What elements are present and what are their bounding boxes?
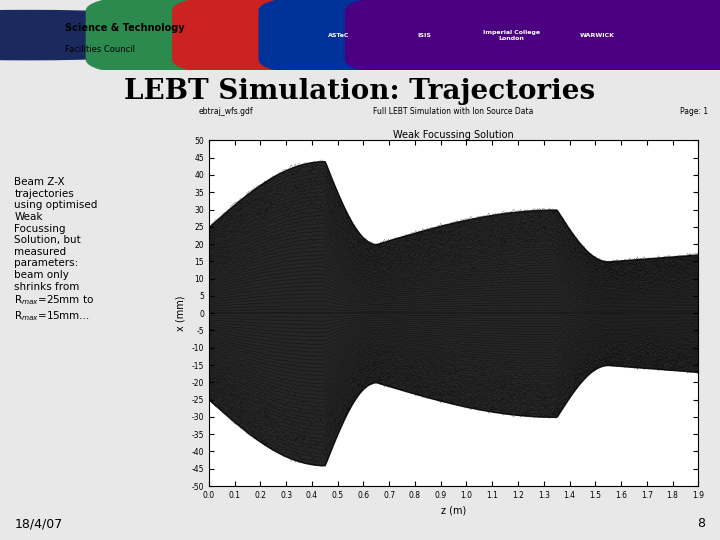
Text: 18/4/07: 18/4/07	[14, 517, 63, 530]
FancyBboxPatch shape	[86, 0, 590, 80]
Text: ISIS: ISIS	[418, 32, 432, 38]
Circle shape	[0, 10, 281, 60]
Text: LEBT Simulation: Trajectories: LEBT Simulation: Trajectories	[125, 78, 595, 105]
FancyBboxPatch shape	[346, 0, 720, 80]
Text: 8: 8	[698, 517, 706, 530]
FancyBboxPatch shape	[173, 0, 677, 80]
Text: Beam Z-X
trajectories
using optimised
Weak
Focussing
Solution, but
measured
para: Beam Z-X trajectories using optimised We…	[14, 177, 98, 323]
Text: Imperial College
London: Imperial College London	[482, 30, 540, 40]
Text: Page: 1: Page: 1	[680, 107, 708, 116]
Text: ASTeC: ASTeC	[328, 32, 349, 38]
Text: WARWICK: WARWICK	[580, 32, 615, 38]
FancyBboxPatch shape	[259, 0, 720, 80]
Text: Full LEBT Simulation with Ion Source Data: Full LEBT Simulation with Ion Source Dat…	[374, 107, 534, 116]
X-axis label: z (m): z (m)	[441, 505, 467, 515]
Title: Weak Focussing Solution: Weak Focussing Solution	[393, 130, 514, 140]
Text: Facilities Council: Facilities Council	[65, 45, 135, 53]
Text: Science & Technology: Science & Technology	[65, 23, 184, 33]
Y-axis label: x (mm): x (mm)	[176, 295, 186, 331]
Text: ebtraj_wfs.gdf: ebtraj_wfs.gdf	[199, 107, 253, 116]
